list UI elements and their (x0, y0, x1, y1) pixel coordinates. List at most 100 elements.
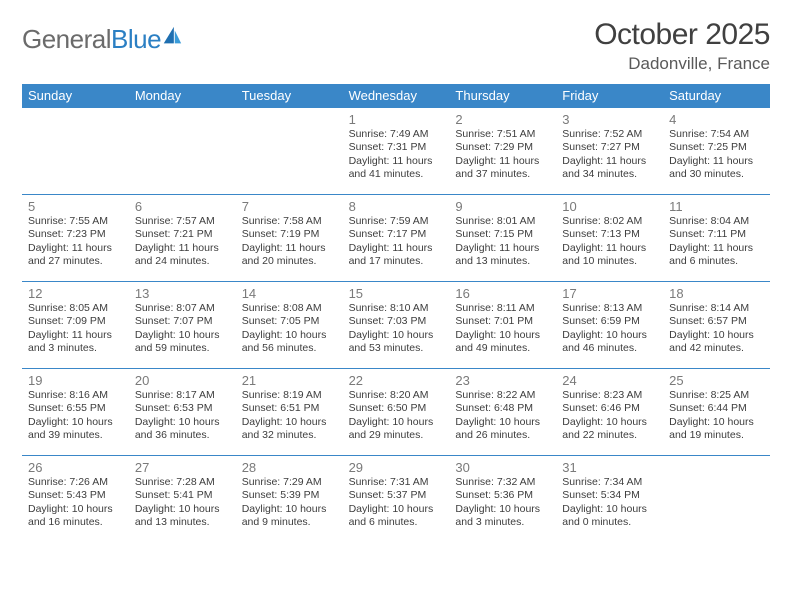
sunrise-line: Sunrise: 7:55 AM (28, 215, 123, 228)
sunset-line: Sunset: 7:15 PM (455, 228, 550, 241)
day-header-saturday: Saturday (663, 84, 770, 108)
daylight-line: Daylight: 11 hours (669, 242, 764, 255)
sunset-line: Sunset: 7:27 PM (562, 141, 657, 154)
day-number: 11 (669, 199, 764, 214)
daylight-line: and 6 minutes. (349, 516, 444, 529)
sunrise-line: Sunrise: 7:54 AM (669, 128, 764, 141)
daylight-line: and 0 minutes. (562, 516, 657, 529)
calendar-empty-cell (129, 108, 236, 194)
sunrise-line: Sunrise: 8:17 AM (135, 389, 230, 402)
day-header-friday: Friday (556, 84, 663, 108)
title-block: October 2025 Dadonville, France (594, 18, 770, 74)
sunset-line: Sunset: 6:44 PM (669, 402, 764, 415)
daylight-line: and 3 minutes. (455, 516, 550, 529)
calendar-day-cell: 22Sunrise: 8:20 AMSunset: 6:50 PMDayligh… (343, 369, 450, 455)
calendar-day-cell: 3Sunrise: 7:52 AMSunset: 7:27 PMDaylight… (556, 108, 663, 194)
daylight-line: Daylight: 10 hours (562, 503, 657, 516)
sunrise-line: Sunrise: 8:23 AM (562, 389, 657, 402)
calendar-day-cell: 15Sunrise: 8:10 AMSunset: 7:03 PMDayligh… (343, 282, 450, 368)
calendar-day-cell: 29Sunrise: 7:31 AMSunset: 5:37 PMDayligh… (343, 456, 450, 542)
logo-text: GeneralBlue (22, 24, 161, 55)
daylight-line: and 20 minutes. (242, 255, 337, 268)
sunrise-line: Sunrise: 7:58 AM (242, 215, 337, 228)
daylight-line: Daylight: 10 hours (242, 416, 337, 429)
sunrise-line: Sunrise: 8:08 AM (242, 302, 337, 315)
day-number: 25 (669, 373, 764, 388)
daylight-line: Daylight: 11 hours (562, 155, 657, 168)
sunset-line: Sunset: 6:48 PM (455, 402, 550, 415)
sunrise-line: Sunrise: 8:01 AM (455, 215, 550, 228)
day-number: 6 (135, 199, 230, 214)
sunset-line: Sunset: 6:53 PM (135, 402, 230, 415)
daylight-line: Daylight: 10 hours (28, 503, 123, 516)
day-number: 26 (28, 460, 123, 475)
day-number: 17 (562, 286, 657, 301)
sunset-line: Sunset: 7:25 PM (669, 141, 764, 154)
daylight-line: and 34 minutes. (562, 168, 657, 181)
day-number: 12 (28, 286, 123, 301)
day-number: 19 (28, 373, 123, 388)
calendar-day-cell: 13Sunrise: 8:07 AMSunset: 7:07 PMDayligh… (129, 282, 236, 368)
day-number: 24 (562, 373, 657, 388)
sunrise-line: Sunrise: 7:31 AM (349, 476, 444, 489)
sunset-line: Sunset: 7:07 PM (135, 315, 230, 328)
day-number: 2 (455, 112, 550, 127)
daylight-line: Daylight: 10 hours (135, 503, 230, 516)
day-number: 22 (349, 373, 444, 388)
sunrise-line: Sunrise: 8:05 AM (28, 302, 123, 315)
sunrise-line: Sunrise: 8:14 AM (669, 302, 764, 315)
daylight-line: Daylight: 10 hours (242, 329, 337, 342)
daylight-line: and 13 minutes. (455, 255, 550, 268)
day-number: 27 (135, 460, 230, 475)
sunset-line: Sunset: 7:11 PM (669, 228, 764, 241)
day-number: 29 (349, 460, 444, 475)
day-number: 10 (562, 199, 657, 214)
sunrise-line: Sunrise: 7:34 AM (562, 476, 657, 489)
calendar-day-cell: 14Sunrise: 8:08 AMSunset: 7:05 PMDayligh… (236, 282, 343, 368)
calendar-day-cell: 31Sunrise: 7:34 AMSunset: 5:34 PMDayligh… (556, 456, 663, 542)
day-number: 21 (242, 373, 337, 388)
sunrise-line: Sunrise: 8:20 AM (349, 389, 444, 402)
calendar-day-cell: 12Sunrise: 8:05 AMSunset: 7:09 PMDayligh… (22, 282, 129, 368)
day-number: 31 (562, 460, 657, 475)
calendar-day-cell: 20Sunrise: 8:17 AMSunset: 6:53 PMDayligh… (129, 369, 236, 455)
sunrise-line: Sunrise: 7:26 AM (28, 476, 123, 489)
day-number: 18 (669, 286, 764, 301)
day-number: 15 (349, 286, 444, 301)
daylight-line: Daylight: 10 hours (242, 503, 337, 516)
daylight-line: Daylight: 10 hours (28, 416, 123, 429)
calendar-day-cell: 16Sunrise: 8:11 AMSunset: 7:01 PMDayligh… (449, 282, 556, 368)
logo: GeneralBlue (22, 24, 185, 55)
daylight-line: and 29 minutes. (349, 429, 444, 442)
day-header-thursday: Thursday (449, 84, 556, 108)
sunset-line: Sunset: 5:43 PM (28, 489, 123, 502)
page-header: GeneralBlue October 2025 Dadonville, Fra… (22, 18, 770, 74)
daylight-line: and 41 minutes. (349, 168, 444, 181)
sunrise-line: Sunrise: 7:29 AM (242, 476, 337, 489)
logo-word-1: General (22, 24, 111, 54)
daylight-line: Daylight: 11 hours (28, 242, 123, 255)
sunrise-line: Sunrise: 8:07 AM (135, 302, 230, 315)
sunset-line: Sunset: 5:39 PM (242, 489, 337, 502)
daylight-line: Daylight: 11 hours (349, 155, 444, 168)
daylight-line: and 16 minutes. (28, 516, 123, 529)
logo-word-2: Blue (111, 24, 161, 54)
sunrise-line: Sunrise: 8:19 AM (242, 389, 337, 402)
sunset-line: Sunset: 7:23 PM (28, 228, 123, 241)
sunrise-line: Sunrise: 7:51 AM (455, 128, 550, 141)
calendar-empty-cell (663, 456, 770, 542)
daylight-line: Daylight: 10 hours (669, 329, 764, 342)
daylight-line: and 10 minutes. (562, 255, 657, 268)
calendar-day-cell: 11Sunrise: 8:04 AMSunset: 7:11 PMDayligh… (663, 195, 770, 281)
day-number: 13 (135, 286, 230, 301)
day-number: 20 (135, 373, 230, 388)
day-number: 30 (455, 460, 550, 475)
sunset-line: Sunset: 6:55 PM (28, 402, 123, 415)
calendar-day-cell: 9Sunrise: 8:01 AMSunset: 7:15 PMDaylight… (449, 195, 556, 281)
sunrise-line: Sunrise: 7:59 AM (349, 215, 444, 228)
calendar-day-cell: 17Sunrise: 8:13 AMSunset: 6:59 PMDayligh… (556, 282, 663, 368)
day-number: 1 (349, 112, 444, 127)
daylight-line: and 27 minutes. (28, 255, 123, 268)
sunset-line: Sunset: 5:34 PM (562, 489, 657, 502)
daylight-line: Daylight: 11 hours (455, 155, 550, 168)
